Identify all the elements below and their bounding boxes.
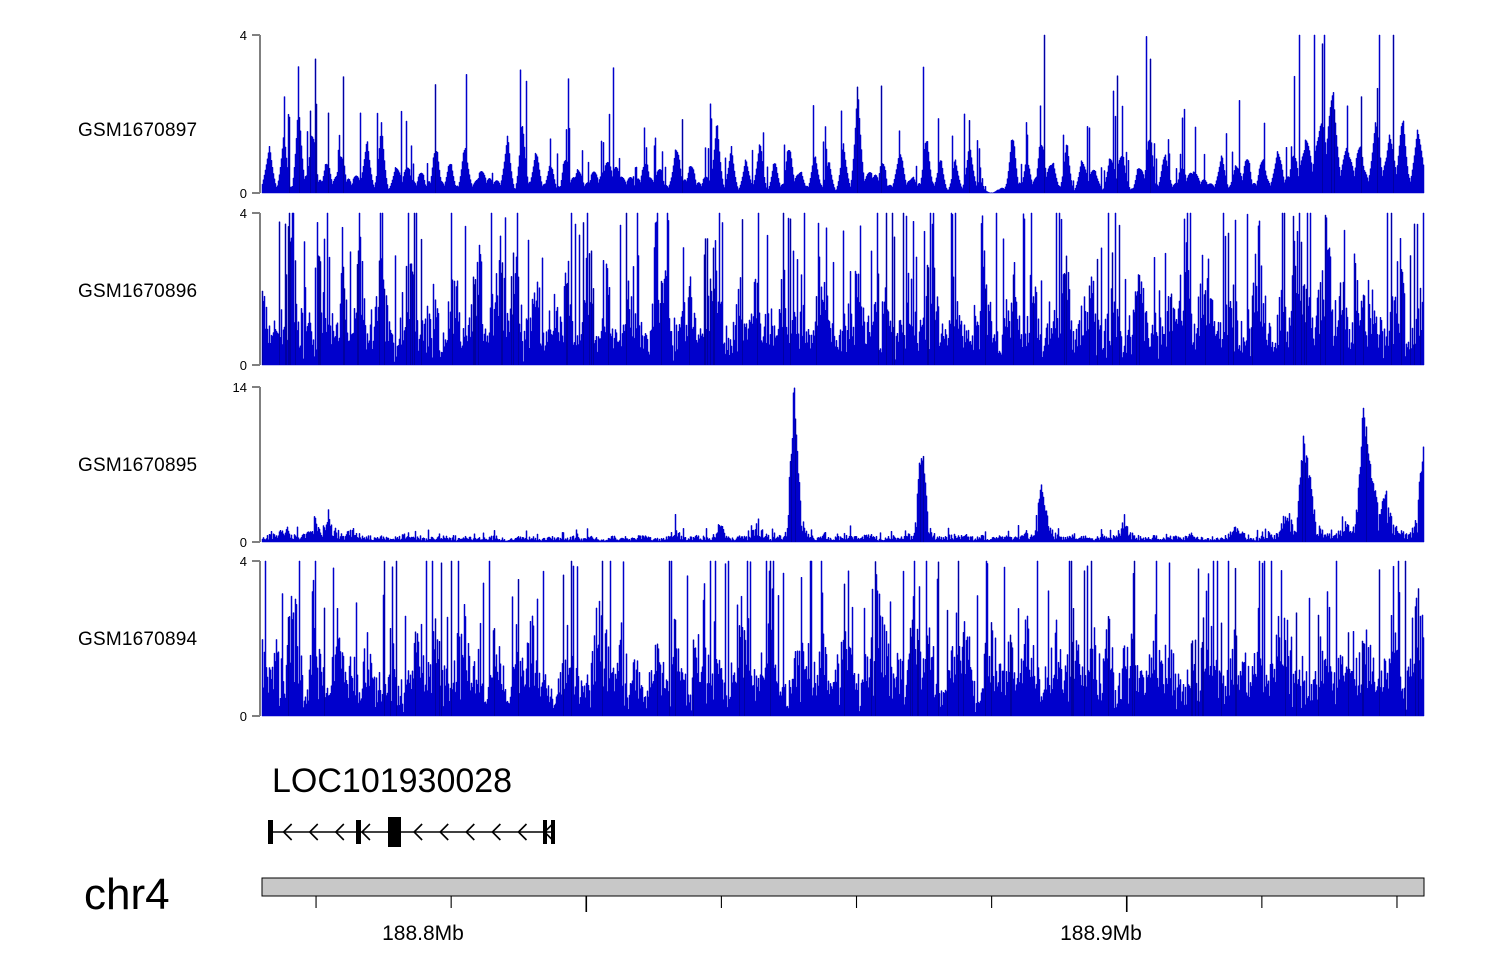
coverage-track-gsm1670896[interactable]: GSM1670896 4 0 bbox=[0, 198, 1500, 378]
ruler-bar-rect bbox=[261, 877, 1425, 897]
genome-ruler[interactable]: chr4 188.8Mb 188.9Mb bbox=[0, 860, 1500, 980]
coverage-plot-gsm1670895 bbox=[261, 387, 1425, 543]
gene-exon bbox=[543, 820, 547, 844]
y-axis-max-label-2: 14 bbox=[233, 380, 247, 395]
y-axis-gsm1670894: 4 0 bbox=[240, 554, 261, 724]
chromosome-label: chr4 bbox=[84, 870, 170, 919]
coverage-track-gsm1670894[interactable]: GSM1670894 4 0 bbox=[0, 546, 1500, 726]
coverage-plot-gsm1670897 bbox=[261, 34, 1425, 194]
ruler-tick-label-right: 188.9Mb bbox=[1060, 922, 1142, 945]
track-label-gsm1670895: GSM1670895 bbox=[78, 455, 198, 476]
coverage-track-gsm1670895[interactable]: GSM1670895 14 0 bbox=[0, 372, 1500, 552]
gene-name-label: LOC101930028 bbox=[272, 762, 513, 800]
gene-exon bbox=[356, 820, 361, 844]
ruler-bar[interactable] bbox=[0, 876, 1500, 936]
coverage-track-gsm1670897[interactable]: GSM1670897 4 0 bbox=[0, 20, 1500, 210]
y-axis-max-label-0: 4 bbox=[240, 28, 247, 43]
y-axis-gsm1670896: 4 0 bbox=[240, 206, 261, 373]
gene-model-glyph[interactable] bbox=[0, 810, 1500, 870]
gene-exon bbox=[551, 820, 555, 844]
y-axis-min-label-1: 0 bbox=[240, 358, 247, 373]
track-label-gsm1670894: GSM1670894 bbox=[78, 629, 198, 650]
coverage-plot-gsm1670896 bbox=[261, 212, 1425, 366]
gene-annotation-track[interactable]: LOC101930028 bbox=[0, 752, 1500, 862]
y-axis-max-label-1: 4 bbox=[240, 206, 247, 221]
y-axis-min-label-0: 0 bbox=[240, 186, 247, 201]
y-axis-gsm1670895: 14 0 bbox=[233, 380, 261, 550]
y-axis-max-label-3: 4 bbox=[240, 554, 247, 569]
y-axis-min-label-3: 0 bbox=[240, 709, 247, 724]
gene-exon bbox=[388, 817, 401, 847]
y-axis-gsm1670897: 4 0 bbox=[240, 28, 261, 201]
coverage-plot-gsm1670894 bbox=[261, 560, 1425, 717]
gene-exon bbox=[268, 820, 273, 844]
track-label-gsm1670896: GSM1670896 bbox=[78, 281, 198, 302]
track-label-gsm1670897: GSM1670897 bbox=[78, 120, 198, 141]
y-axis-min-label-2: 0 bbox=[240, 535, 247, 550]
ruler-tick-label-left: 188.8Mb bbox=[382, 922, 464, 945]
